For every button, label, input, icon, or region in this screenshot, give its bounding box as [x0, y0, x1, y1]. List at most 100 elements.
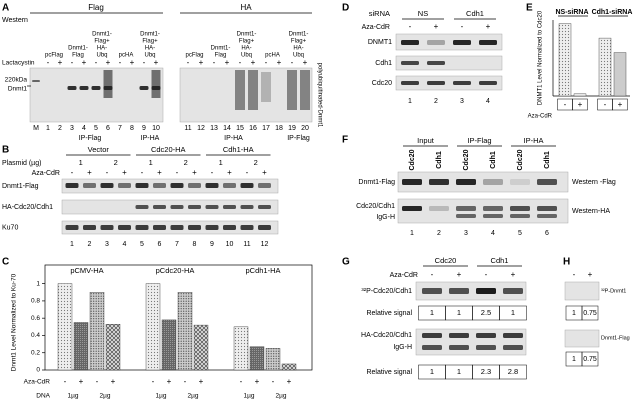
band	[510, 214, 530, 218]
label: Dnmt1-	[237, 32, 257, 38]
panel-letter: A	[2, 3, 9, 14]
label: -	[96, 377, 99, 386]
label: 17	[262, 125, 270, 132]
band	[223, 205, 236, 209]
label: 1µg	[244, 393, 255, 400]
label: 1	[511, 308, 515, 317]
band	[456, 179, 476, 185]
label: 3	[464, 230, 468, 237]
band	[510, 206, 530, 211]
label: +	[157, 168, 162, 177]
band	[205, 183, 219, 188]
band	[240, 183, 254, 188]
band	[170, 183, 184, 188]
bar	[558, 23, 572, 97]
label: 2	[184, 158, 188, 167]
label: -	[119, 58, 122, 67]
label: 2.8	[508, 367, 518, 376]
bar	[161, 319, 177, 371]
blot	[564, 281, 600, 301]
label: Flag	[215, 53, 227, 59]
bar	[145, 283, 161, 371]
label: 12	[261, 241, 269, 248]
label: -	[291, 58, 294, 67]
label: Dnmt1-	[140, 32, 160, 38]
label: Cdh1-siRNA	[592, 9, 633, 16]
label: 220kDa	[5, 77, 28, 84]
band	[449, 345, 469, 350]
label: Flag+	[239, 39, 255, 45]
label: Relative signal	[366, 310, 412, 317]
label: Flag+	[291, 39, 307, 45]
band	[188, 183, 201, 188]
label: -	[152, 377, 155, 386]
value-box	[499, 364, 527, 380]
band	[537, 179, 557, 185]
blot	[61, 220, 279, 235]
band	[135, 225, 149, 230]
label: +	[122, 168, 127, 177]
label: ³²P-Dnmt1	[601, 288, 626, 294]
label: +	[486, 22, 491, 31]
label: -	[564, 100, 567, 109]
label: IP-HA	[141, 135, 160, 142]
label: +	[578, 100, 583, 109]
label: DNA	[36, 393, 50, 400]
band	[537, 206, 557, 211]
band	[153, 205, 166, 209]
label: Dnmt1-Flag	[2, 183, 39, 190]
label: 1	[457, 308, 461, 317]
label: -	[461, 22, 464, 31]
label: -	[47, 58, 50, 67]
label: 9	[142, 125, 146, 132]
smear	[287, 70, 297, 110]
band	[65, 183, 79, 188]
label: 2µg	[276, 393, 287, 400]
label: Aza-CdR	[32, 170, 60, 177]
panel-letter: E	[526, 3, 533, 14]
bar	[281, 363, 297, 371]
blot	[397, 171, 569, 193]
label: Flag	[72, 53, 84, 59]
label: IgG-H	[376, 214, 395, 221]
label: pcFlag	[185, 53, 203, 59]
label: -	[71, 168, 74, 177]
label: IP-Flag	[287, 135, 310, 142]
band	[453, 81, 471, 85]
label: +	[277, 58, 282, 67]
label: Aza-CdR	[362, 24, 390, 31]
band	[449, 333, 469, 338]
label: HA-	[293, 46, 303, 52]
bar	[57, 283, 73, 371]
label: 20	[301, 125, 309, 132]
label: +	[434, 22, 439, 31]
label: +	[111, 377, 116, 386]
label: 10	[226, 241, 234, 248]
label: Cdc20/Cdh1	[356, 203, 395, 210]
y-tick-label: 0.2	[31, 349, 40, 356]
blot	[61, 199, 279, 215]
label: -	[106, 168, 109, 177]
label: -	[431, 270, 434, 279]
label: 2	[434, 98, 438, 105]
label: 10	[152, 125, 160, 132]
label: 16	[249, 125, 257, 132]
label: 1µg	[68, 393, 79, 400]
label: 2	[58, 125, 62, 132]
label: 0.75	[583, 356, 597, 363]
bar	[89, 292, 105, 371]
label: +	[262, 168, 267, 177]
band	[479, 40, 497, 45]
label: -	[211, 168, 214, 177]
blot	[61, 178, 279, 194]
blot	[395, 33, 503, 51]
label: Cdh1	[544, 151, 551, 169]
band	[32, 80, 40, 82]
y-tick-label: 0.6	[31, 315, 40, 322]
label: 0.75	[583, 310, 597, 317]
bar	[265, 348, 281, 371]
label: -	[265, 58, 268, 67]
label: HA	[240, 3, 252, 12]
label: IgG-H	[393, 344, 412, 351]
label: Dnmt1	[8, 86, 28, 93]
